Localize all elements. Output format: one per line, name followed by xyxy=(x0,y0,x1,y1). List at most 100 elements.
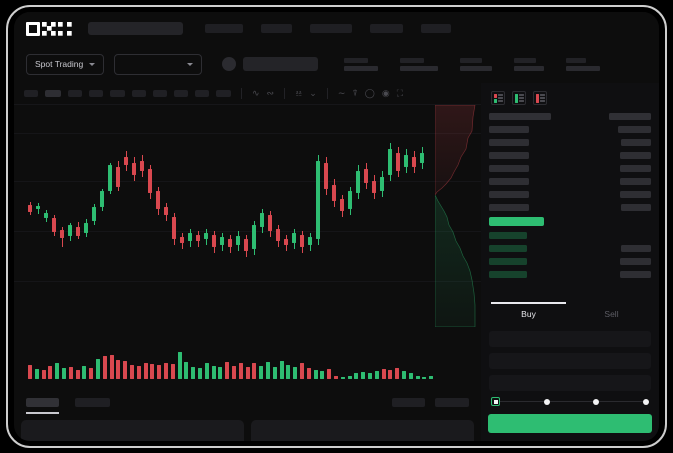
panel-left[interactable] xyxy=(21,420,244,441)
volume-bar-15 xyxy=(130,365,134,379)
timeframe-7[interactable] xyxy=(174,90,188,97)
candlestick-chart[interactable] xyxy=(14,105,481,327)
orderbook-mode-bar xyxy=(519,94,524,96)
orderbook-mode-group xyxy=(481,83,659,111)
amount-field[interactable] xyxy=(489,353,651,369)
orderbook-ask-row[interactable] xyxy=(489,204,651,213)
orderbook-header-left xyxy=(489,113,551,120)
volume-histogram xyxy=(14,327,481,389)
ask-size xyxy=(618,126,651,133)
candle-body-36 xyxy=(316,161,320,239)
bottom-tab-1[interactable] xyxy=(75,397,110,407)
ask-size xyxy=(620,178,651,185)
brush-icon[interactable]: ⍒ xyxy=(352,88,358,98)
orderbook-ask-row[interactable] xyxy=(489,178,651,187)
orderbook-mode-bids[interactable] xyxy=(512,91,526,105)
timeframe-4[interactable] xyxy=(110,90,125,97)
market-type-dropdown[interactable]: Spot Trading xyxy=(26,53,105,75)
bottom-action-0[interactable] xyxy=(392,397,425,407)
step-marker-1[interactable] xyxy=(543,398,550,405)
orderbook-ask-row[interactable] xyxy=(489,126,651,135)
step-marker-0[interactable] xyxy=(491,397,500,406)
bottom-action-1[interactable] xyxy=(435,397,469,407)
order-book[interactable] xyxy=(481,111,659,296)
orderbook-bid-row[interactable] xyxy=(489,258,651,267)
orderbook-mode-both[interactable] xyxy=(491,91,505,105)
candle-body-7 xyxy=(84,223,88,233)
ticker-stat-value-1 xyxy=(400,65,439,71)
text-icon[interactable]: ⎂ xyxy=(295,88,303,98)
chevron-down-icon[interactable]: ⌄ xyxy=(309,88,317,98)
orderbook-spread-row[interactable] xyxy=(489,217,651,228)
depth-chart-svg xyxy=(435,105,476,327)
step-marker-3[interactable] xyxy=(643,398,650,405)
nav-item-4[interactable] xyxy=(421,24,451,33)
timeframe-0[interactable] xyxy=(24,90,38,97)
candle-body-6 xyxy=(76,227,80,236)
fullscreen-icon[interactable]: ⛶ xyxy=(396,88,404,98)
orderbook-bid-row[interactable] xyxy=(489,245,651,254)
volume-bar-50 xyxy=(368,373,372,379)
candle-body-39 xyxy=(340,199,344,211)
orderbook-ask-row[interactable] xyxy=(489,191,651,200)
ticker-stat-value-2 xyxy=(460,65,493,71)
volume-bar-28 xyxy=(218,367,223,379)
candle-body-29 xyxy=(260,213,264,227)
timeframe-8[interactable] xyxy=(195,90,209,97)
timeframe-9[interactable] xyxy=(216,90,231,97)
orderbook-bid-row[interactable] xyxy=(489,271,651,280)
okx-logo[interactable] xyxy=(26,21,72,36)
orderbook-bid-row[interactable] xyxy=(489,232,651,241)
ask-price xyxy=(489,165,529,172)
price-field[interactable] xyxy=(489,331,651,347)
search-input[interactable] xyxy=(88,22,183,35)
trade-tab-buy[interactable]: Buy xyxy=(487,302,570,325)
gridline-3 xyxy=(14,281,481,282)
nav-item-0[interactable] xyxy=(205,24,243,33)
crosshair-icon[interactable]: ∾ xyxy=(266,88,275,98)
submit-order-button[interactable] xyxy=(488,414,652,433)
candle-body-41 xyxy=(356,171,360,193)
trendline-icon[interactable]: ∿ xyxy=(252,88,260,98)
nav-item-2[interactable] xyxy=(310,24,352,33)
candle-body-18 xyxy=(172,217,176,239)
nav-item-1[interactable] xyxy=(261,24,292,33)
candle-body-14 xyxy=(140,161,144,171)
ask-price xyxy=(489,139,529,146)
timeframe-1[interactable] xyxy=(45,90,61,97)
volume-bar-59 xyxy=(429,376,434,379)
settings-icon[interactable]: ◉ xyxy=(381,88,390,98)
panel-right[interactable] xyxy=(251,420,474,441)
candle-body-0 xyxy=(28,205,32,212)
orderbook-mode-asks[interactable] xyxy=(533,91,547,105)
ticker-bar: Spot Trading xyxy=(14,45,659,83)
bid-depth-area xyxy=(435,194,476,327)
indicator-icon[interactable]: ∼ xyxy=(337,88,346,98)
candle-body-30 xyxy=(268,215,272,231)
timeframe-3[interactable] xyxy=(89,90,103,97)
candle-body-49 xyxy=(420,153,424,163)
volume-bar-14 xyxy=(123,361,128,379)
orderbook-ask-row[interactable] xyxy=(489,165,651,174)
amount-step-slider[interactable] xyxy=(481,391,659,406)
bottom-tab-0[interactable] xyxy=(26,397,59,414)
timeframe-6[interactable] xyxy=(153,90,167,97)
camera-icon[interactable]: ◯ xyxy=(364,88,375,98)
trade-tab-sell[interactable]: Sell xyxy=(604,309,619,319)
candle-body-31 xyxy=(276,229,280,241)
timeframe-2[interactable] xyxy=(68,90,82,97)
nav-item-3[interactable] xyxy=(370,24,403,33)
candle-body-20 xyxy=(188,233,192,241)
candle-body-3 xyxy=(52,218,56,232)
volume-bar-25 xyxy=(198,368,202,379)
volume-bar-57 xyxy=(415,376,420,379)
timeframe-5[interactable] xyxy=(132,90,146,97)
pair-selector-dropdown[interactable] xyxy=(114,53,203,75)
step-marker-2[interactable] xyxy=(593,398,600,405)
orderbook-ask-row[interactable] xyxy=(489,152,651,161)
total-field[interactable] xyxy=(489,375,651,391)
orderbook-ask-row[interactable] xyxy=(489,139,651,148)
candle-body-48 xyxy=(412,157,416,167)
volume-bar-52 xyxy=(381,369,386,379)
